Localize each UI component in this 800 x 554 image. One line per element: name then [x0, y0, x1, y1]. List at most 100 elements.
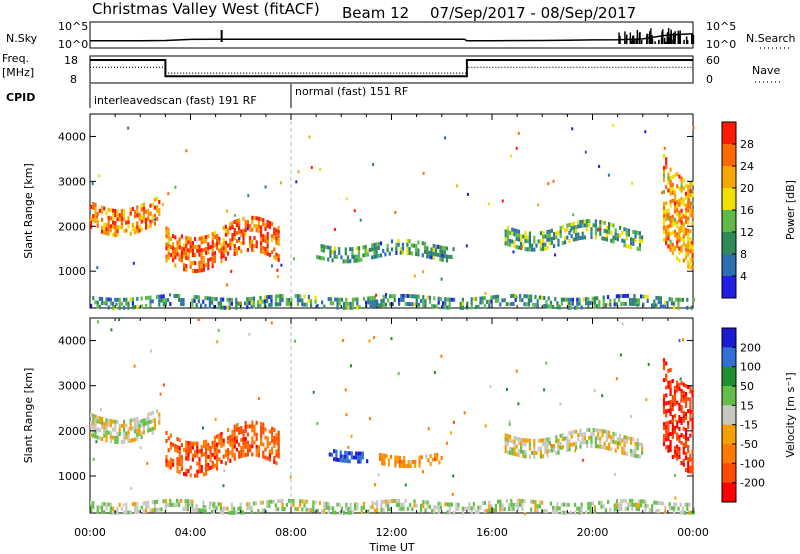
- data-cell: [671, 174, 674, 179]
- data-cell: [230, 506, 233, 511]
- data-cell: [134, 437, 137, 442]
- data-cell: [114, 209, 117, 213]
- data-cell: [489, 385, 492, 389]
- data-cell: [235, 510, 238, 515]
- data-cell: [98, 208, 101, 213]
- data-cell: [439, 501, 442, 506]
- data-cell: [571, 127, 574, 131]
- noise-search-spike: [660, 37, 663, 44]
- data-cell: [689, 193, 692, 198]
- data-cell: [659, 304, 662, 309]
- data-cell: [465, 244, 468, 248]
- data-cell: [262, 222, 265, 227]
- data-cell: [262, 454, 265, 459]
- data-cell: [575, 441, 578, 446]
- data-cell: [641, 442, 644, 447]
- data-cell: [349, 259, 352, 264]
- data-cell: [520, 445, 523, 450]
- data-cell: [451, 492, 454, 496]
- panel-frame: [89, 317, 694, 514]
- data-cell: [230, 301, 233, 306]
- data-cell: [515, 146, 518, 150]
- data-cell: [123, 212, 126, 217]
- data-cell: [560, 301, 563, 306]
- data-cell: [147, 424, 150, 429]
- colorbar-tick-label: -200: [740, 477, 765, 490]
- data-cell: [673, 413, 677, 418]
- data-cell: [198, 260, 201, 265]
- data-cell: [568, 439, 571, 444]
- data-cell: [586, 227, 589, 232]
- data-cell: [688, 510, 691, 515]
- data-cell: [504, 433, 507, 438]
- data-cell: [497, 294, 500, 299]
- data-cell: [277, 434, 280, 439]
- data-cell: [105, 300, 108, 304]
- data-cell: [169, 253, 172, 257]
- data-cell: [638, 442, 641, 447]
- data-cell: [335, 457, 338, 462]
- data-cell: [255, 240, 258, 245]
- data-cell: [677, 305, 680, 310]
- data-cell: [187, 469, 190, 473]
- data-cell: [193, 294, 196, 299]
- data-cell: [266, 440, 269, 445]
- data-cell: [233, 444, 236, 449]
- data-cell: [638, 239, 641, 244]
- data-cell: [432, 251, 435, 256]
- data-cell: [178, 237, 181, 242]
- data-cell: [679, 510, 682, 515]
- data-cell: [426, 500, 429, 505]
- data-cell: [195, 504, 198, 508]
- data-cell: [608, 430, 611, 435]
- data-cell: [347, 445, 350, 449]
- data-cell: [641, 235, 644, 240]
- data-cell: [614, 432, 617, 437]
- data-cell: [196, 445, 199, 450]
- data-cell: [272, 499, 275, 504]
- data-cell: [373, 254, 376, 259]
- data-cell: [235, 435, 238, 440]
- data-cell: [252, 249, 255, 253]
- data-cell: [191, 249, 194, 253]
- data-cell: [362, 245, 365, 250]
- data-cell: [580, 506, 583, 511]
- data-cell: [198, 248, 201, 253]
- noise-search-spike: [670, 31, 672, 44]
- data-cell: [669, 231, 672, 236]
- data-cell: [142, 210, 145, 215]
- data-cell: [228, 510, 231, 515]
- data-cell: [553, 443, 556, 448]
- data-cell: [539, 446, 542, 451]
- data-cell: [557, 230, 560, 235]
- data-cell: [203, 505, 206, 508]
- data-cell: [271, 426, 274, 431]
- data-cell: [279, 302, 282, 307]
- data-cell: [686, 297, 689, 302]
- data-cell: [534, 295, 537, 299]
- data-cell: [180, 443, 183, 448]
- data-cell: [662, 438, 666, 443]
- data-cell: [109, 216, 112, 221]
- data-cell: [136, 428, 139, 433]
- data-cell: [266, 219, 269, 224]
- data-cell: [506, 438, 509, 443]
- data-cell: [98, 416, 101, 421]
- data-cell: [376, 303, 379, 308]
- data-cell: [434, 244, 438, 249]
- data-cell: [689, 405, 692, 410]
- noise-search-spike: [685, 36, 688, 44]
- data-cell: [123, 427, 126, 432]
- data-cell: [116, 440, 119, 444]
- data-cell: [678, 202, 681, 207]
- data-cell: [634, 441, 637, 446]
- data-cell: [222, 297, 225, 302]
- data-cell: [689, 189, 692, 194]
- data-cell: [357, 258, 361, 263]
- data-cell: [632, 241, 635, 246]
- data-cell: [542, 230, 545, 235]
- data-cell: [273, 439, 276, 444]
- data-cell: [236, 423, 239, 426]
- data-cell: [517, 437, 520, 442]
